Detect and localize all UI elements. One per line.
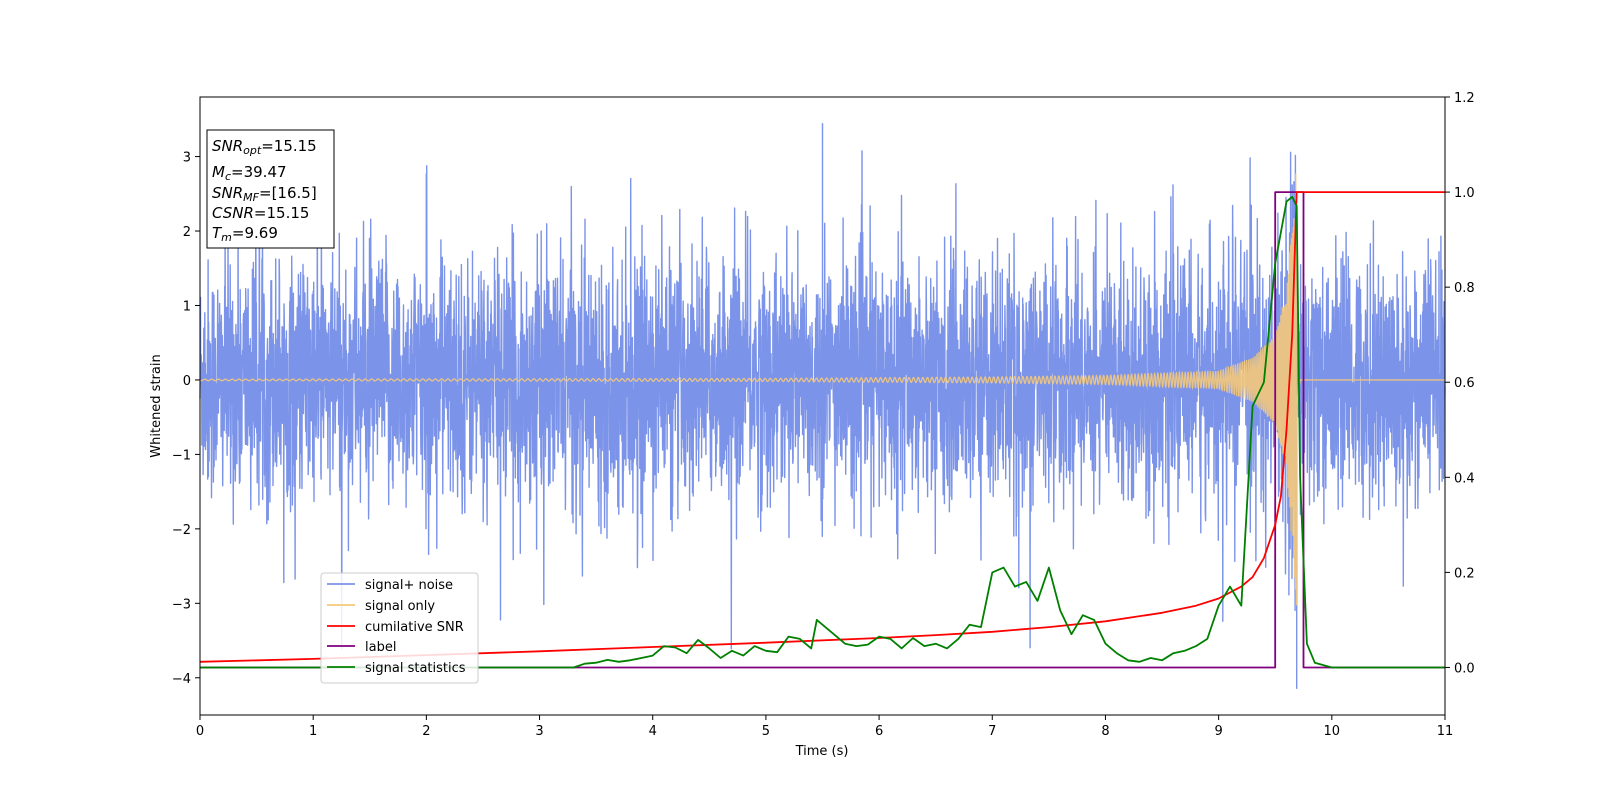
x-tick-label: 10 [1324, 724, 1341, 739]
svg-text:cumilative SNR: cumilative SNR [365, 620, 464, 635]
info-mc: Mc=39.47 [212, 163, 287, 183]
y2-tick-label: 0.2 [1454, 566, 1475, 581]
legend-item-signal-only: signal only [327, 599, 435, 614]
signal-statistics-line [200, 195, 1445, 669]
y-tick-label: −3 [172, 597, 191, 612]
svg-text:signal+ noise: signal+ noise [365, 578, 453, 593]
y2-tick-label: 0.0 [1454, 661, 1475, 676]
y-tick-label: −2 [172, 523, 191, 538]
y2-tick-label: 0.4 [1454, 471, 1475, 486]
x-tick-label: 2 [422, 724, 430, 739]
x-tick-label: 4 [649, 724, 657, 739]
cumilative-snr-line [199, 191, 1445, 663]
x-tick-label: 6 [875, 724, 883, 739]
y-tick-label: 0 [183, 374, 191, 389]
label-line [200, 191, 1445, 669]
x-axis: 0 1 2 3 4 5 6 7 8 9 10 11 [196, 715, 1453, 739]
y2-tick-label: 0.8 [1454, 281, 1475, 296]
y-axis: 3 2 1 0 −1 −2 −3 −4 [172, 151, 200, 687]
info-box: SNRopt=15.15 Mc=39.47 SNRMF=[16.5] CSNR=… [206, 129, 335, 249]
x-tick-label: 11 [1437, 724, 1454, 739]
legend: signal+ noise signal only cumilative SNR… [320, 572, 479, 684]
y2-tick-label: 1.0 [1454, 186, 1475, 201]
legend-item-signal-noise: signal+ noise [327, 578, 453, 593]
x-axis-label: Time (s) [795, 744, 849, 759]
legend-item-cumulative-snr: cumilative SNR [327, 620, 464, 635]
plot-frame [199, 96, 1446, 716]
y-tick-label: 2 [183, 225, 191, 240]
right-axis-series [199, 191, 1445, 669]
y-tick-label: 1 [183, 299, 191, 314]
x-tick-label: 5 [762, 724, 770, 739]
y2-tick-label: 1.2 [1454, 91, 1475, 106]
signal-only-series [199, 173, 1445, 606]
x-tick-label: 0 [196, 724, 204, 739]
info-snr-opt: SNRopt=15.15 [212, 137, 317, 157]
y-tick-label: 3 [183, 151, 191, 166]
legend-item-signal-statistics: signal statistics [327, 661, 466, 676]
y-tick-label: −1 [172, 448, 191, 463]
svg-text:signal only: signal only [365, 599, 435, 614]
y-axis-label: Whitened strain [149, 354, 164, 457]
x-tick-label: 1 [309, 724, 317, 739]
y-tick-label: −4 [172, 672, 191, 687]
x-tick-label: 7 [988, 724, 996, 739]
x-tick-label: 9 [1214, 724, 1222, 739]
legend-item-label: label [327, 640, 396, 655]
svg-text:label: label [365, 640, 396, 655]
info-snr-mf: SNRMF=[16.5] [212, 184, 317, 204]
svg-text:signal statistics: signal statistics [365, 661, 466, 676]
signal-only-line [199, 173, 1445, 606]
x-tick-label: 8 [1101, 724, 1109, 739]
info-csnr: CSNR=15.15 [212, 204, 309, 222]
y2-axis: 1.2 1.0 0.8 0.6 0.4 0.2 0.0 [1445, 91, 1475, 676]
y2-tick-label: 0.6 [1454, 376, 1475, 391]
x-tick-label: 3 [535, 724, 543, 739]
info-tm: Tm=9.69 [212, 224, 278, 244]
